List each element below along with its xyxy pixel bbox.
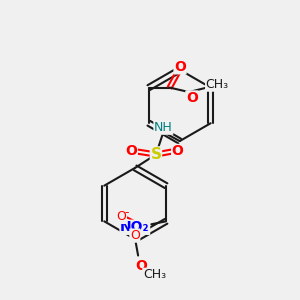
Text: O: O — [130, 229, 140, 242]
Text: O: O — [135, 259, 147, 273]
Text: O: O — [172, 145, 184, 158]
Text: O: O — [174, 60, 186, 74]
Text: O: O — [125, 145, 137, 158]
Text: NH: NH — [154, 121, 173, 134]
Text: O: O — [186, 91, 198, 105]
Text: -: - — [124, 206, 129, 220]
Text: CH₃: CH₃ — [206, 78, 229, 91]
Text: CH₃: CH₃ — [143, 268, 166, 281]
Text: S: S — [150, 147, 161, 162]
Text: O: O — [116, 210, 126, 224]
Text: NO₂: NO₂ — [120, 220, 150, 234]
